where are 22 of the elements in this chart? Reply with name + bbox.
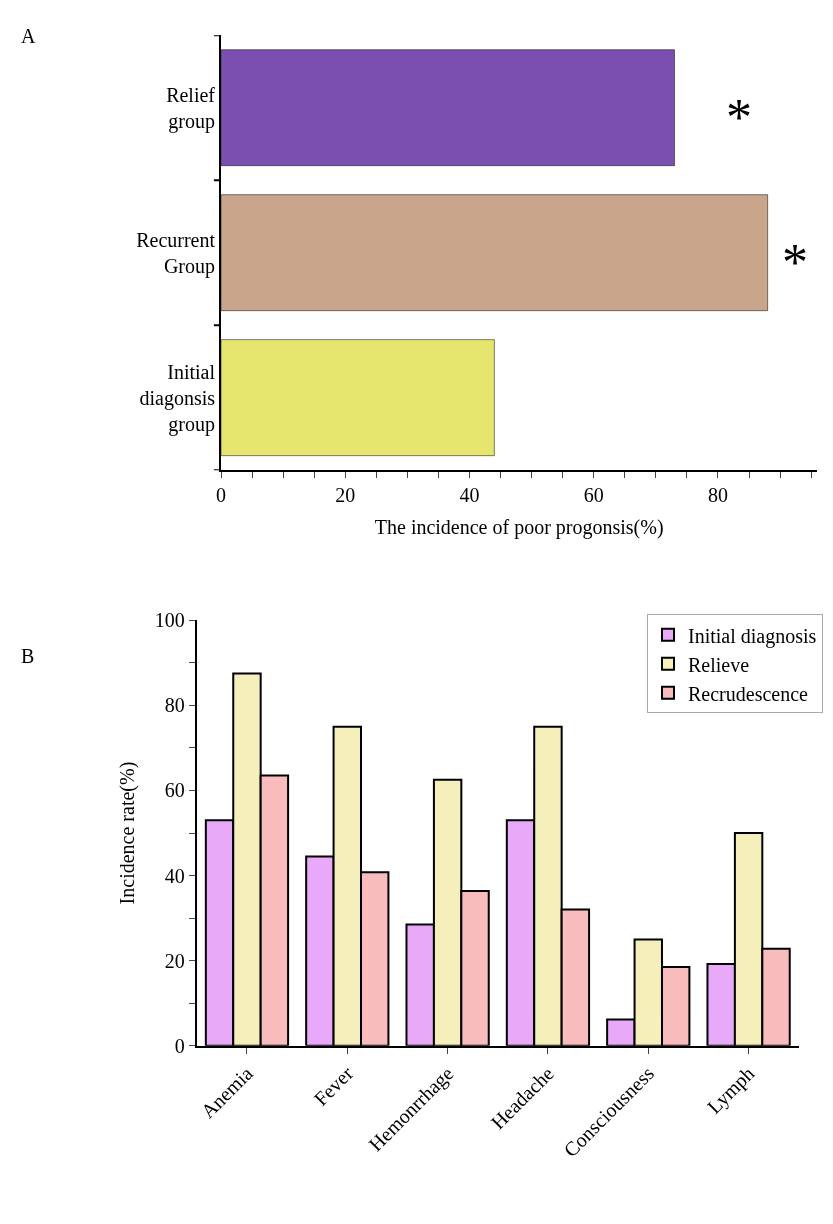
y-tick-label: 0 [174,1034,185,1057]
y-tick-label: 80 [164,694,185,717]
y-axis-title: Incidence rate(%) [115,761,139,905]
legend-label: Recrudescence [688,682,809,705]
y-tick-label: Relief group [166,83,216,133]
y-tick-label: 40 [164,864,185,887]
x-tick-label: 40 [459,484,480,507]
y-tick-label: 20 [164,949,185,972]
text: A [21,25,36,47]
y-tick-label: Initial diagonsis group [139,360,216,436]
y-tick-label: 100 [154,609,185,632]
x-tick-label: 20 [335,484,356,507]
y-tick-label: Recurrent Group [136,228,216,278]
legend-label: Relieve [688,653,750,676]
x-axis-title: The incidence of poor progonsis(%) [374,516,664,540]
x-tick-label: 60 [583,484,604,507]
text: B [21,645,35,667]
y-tick-label: 60 [164,779,185,802]
legend-label: Initial diagnosis [688,624,817,648]
x-tick-label: 80 [707,484,728,507]
annotation: * [782,234,808,291]
annotation: * [726,89,752,146]
